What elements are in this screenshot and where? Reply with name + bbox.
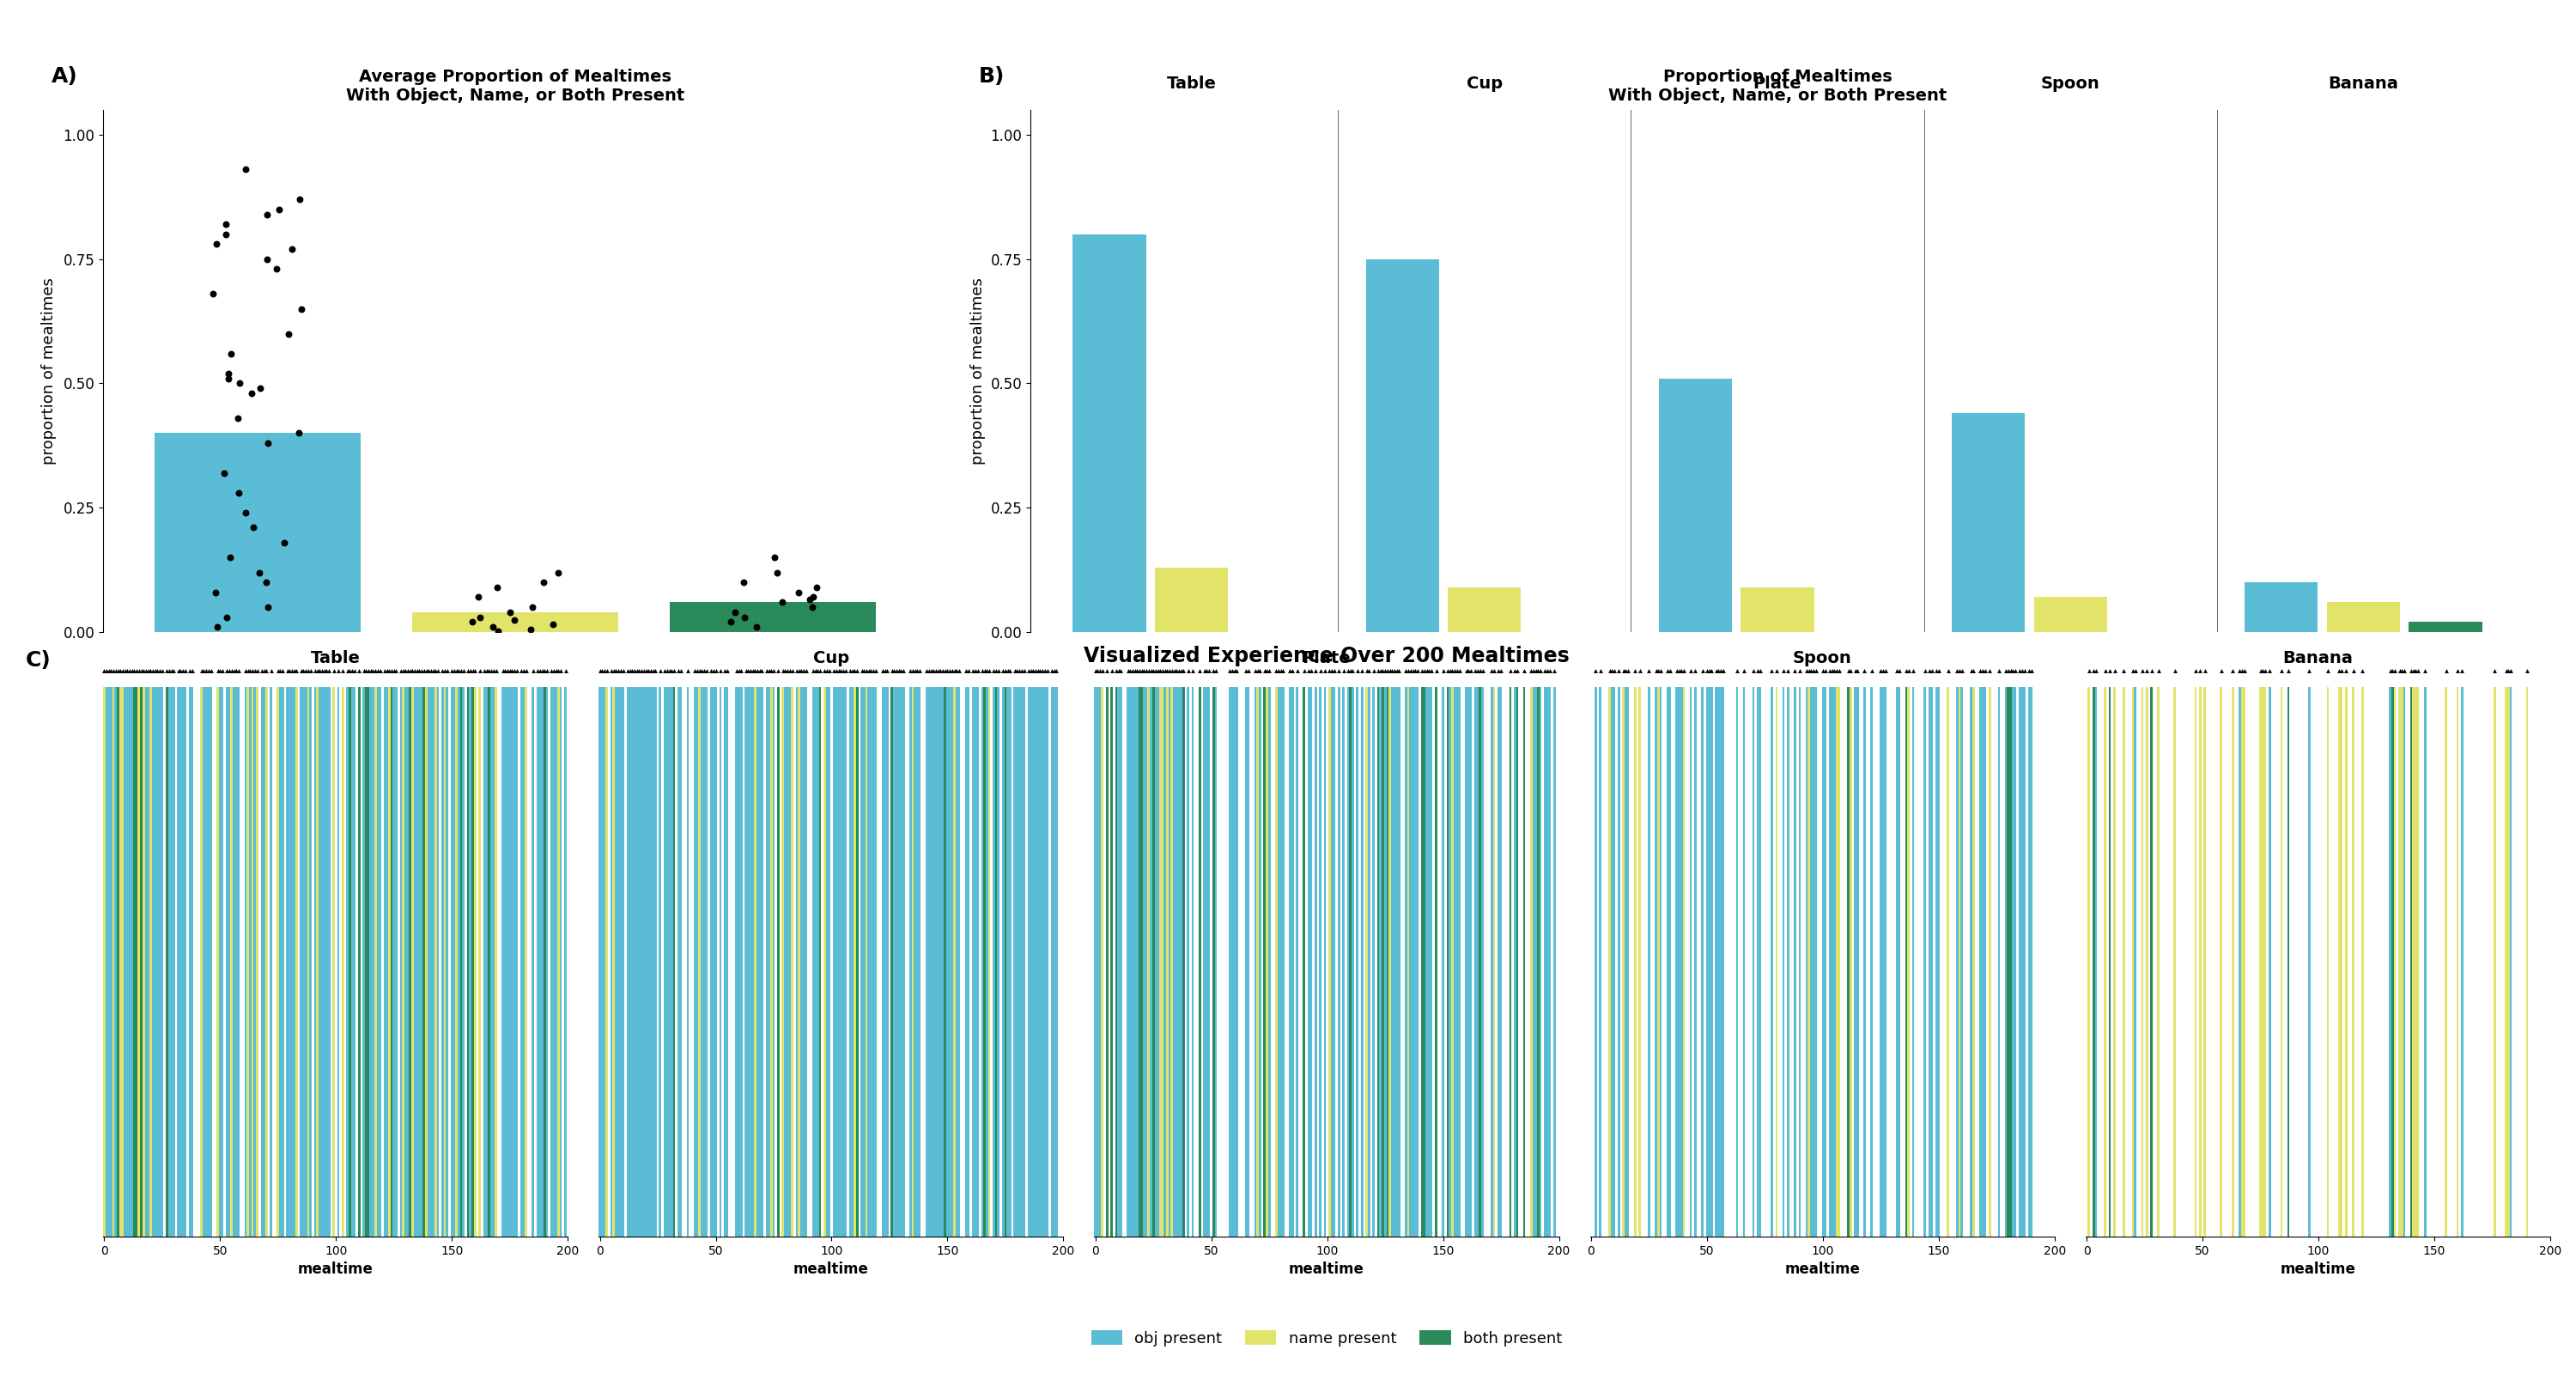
Text: Visualized Experience Over 200 Mealtimes: Visualized Experience Over 200 Mealtimes xyxy=(1084,646,1569,666)
Point xyxy=(224,158,265,180)
Point xyxy=(232,382,273,404)
X-axis label: mealtime: mealtime xyxy=(2280,1261,2354,1278)
Title: Table: Table xyxy=(312,650,361,666)
Text: Cup: Cup xyxy=(1466,76,1502,92)
Legend: obj present, name present, both present: obj present, name present, both present xyxy=(1084,1325,1569,1352)
Point xyxy=(796,576,837,598)
Point xyxy=(209,547,250,569)
Bar xyxy=(1953,414,2025,632)
Point xyxy=(211,342,252,364)
Point xyxy=(245,572,286,594)
Bar xyxy=(2326,602,2401,632)
Y-axis label: proportion of mealtimes: proportion of mealtimes xyxy=(41,278,57,464)
Bar xyxy=(1072,234,1146,632)
Point xyxy=(247,249,289,271)
Point xyxy=(247,596,289,618)
Point xyxy=(240,562,281,584)
Point xyxy=(255,258,296,280)
Point xyxy=(206,223,247,245)
Point xyxy=(219,482,260,504)
Bar xyxy=(1741,587,1814,632)
Point xyxy=(263,532,304,554)
Point xyxy=(791,596,832,618)
Point xyxy=(206,213,247,235)
Bar xyxy=(412,613,618,632)
Point xyxy=(495,609,536,631)
Point xyxy=(757,562,799,584)
Point xyxy=(793,587,835,609)
X-axis label: mealtime: mealtime xyxy=(1288,1261,1365,1278)
Point xyxy=(247,203,289,225)
Point xyxy=(240,378,281,400)
Point xyxy=(209,367,250,389)
Point xyxy=(204,462,245,484)
Text: Banana: Banana xyxy=(2329,76,2398,92)
Bar xyxy=(1154,567,1229,632)
Point xyxy=(216,407,258,429)
Bar xyxy=(2035,598,2107,632)
Point xyxy=(268,323,309,345)
X-axis label: mealtime: mealtime xyxy=(299,1261,374,1278)
Point xyxy=(489,602,531,624)
Point xyxy=(219,372,260,394)
Text: Spoon: Spoon xyxy=(2040,76,2099,92)
Point xyxy=(459,606,500,628)
Point xyxy=(762,591,804,613)
Point xyxy=(232,517,273,539)
Title: Plate: Plate xyxy=(1303,650,1350,666)
Y-axis label: proportion of mealtimes: proportion of mealtimes xyxy=(971,278,987,464)
Point xyxy=(510,618,551,640)
Bar xyxy=(1659,378,1731,632)
Point xyxy=(755,547,796,569)
Text: C): C) xyxy=(26,650,52,671)
Point xyxy=(477,576,518,598)
Point xyxy=(278,188,319,210)
Bar xyxy=(670,602,876,632)
Point xyxy=(451,611,492,633)
Point xyxy=(711,611,752,633)
Point xyxy=(538,562,580,584)
Point xyxy=(196,234,237,256)
Point xyxy=(724,572,765,594)
Text: A): A) xyxy=(52,66,77,87)
Text: B): B) xyxy=(979,66,1005,87)
Point xyxy=(477,620,518,642)
Point xyxy=(278,422,319,444)
Point xyxy=(737,616,778,638)
Title: Average Proportion of Mealtimes
With Object, Name, or Both Present: Average Proportion of Mealtimes With Obj… xyxy=(345,69,685,104)
Text: Plate: Plate xyxy=(1754,76,1801,92)
Point xyxy=(788,588,829,610)
Point xyxy=(193,283,234,305)
Point xyxy=(459,587,500,609)
X-axis label: mealtime: mealtime xyxy=(1785,1261,1860,1278)
Point xyxy=(196,581,237,603)
Title: Spoon: Spoon xyxy=(1793,650,1852,666)
Point xyxy=(714,602,755,624)
Point xyxy=(523,572,564,594)
Point xyxy=(258,198,299,220)
Bar xyxy=(2409,622,2483,632)
Bar xyxy=(1365,260,1440,632)
Point xyxy=(724,606,765,628)
Point xyxy=(196,616,237,638)
Point xyxy=(281,298,322,320)
Title: Banana: Banana xyxy=(2282,650,2352,666)
Point xyxy=(513,596,554,618)
Point xyxy=(224,502,265,523)
Bar xyxy=(1448,587,1520,632)
Text: Table: Table xyxy=(1167,76,1216,92)
Point xyxy=(209,363,250,385)
Bar xyxy=(155,433,361,632)
Point xyxy=(533,614,574,636)
Point xyxy=(471,616,513,638)
Bar xyxy=(2244,583,2318,632)
Title: Proportion of Mealtimes
With Object, Name, or Both Present: Proportion of Mealtimes With Object, Nam… xyxy=(1607,69,1947,104)
Point xyxy=(270,238,312,260)
X-axis label: mealtime: mealtime xyxy=(793,1261,868,1278)
Point xyxy=(247,431,289,453)
Title: Cup: Cup xyxy=(814,650,850,666)
Point xyxy=(778,581,819,603)
Point xyxy=(206,606,247,628)
